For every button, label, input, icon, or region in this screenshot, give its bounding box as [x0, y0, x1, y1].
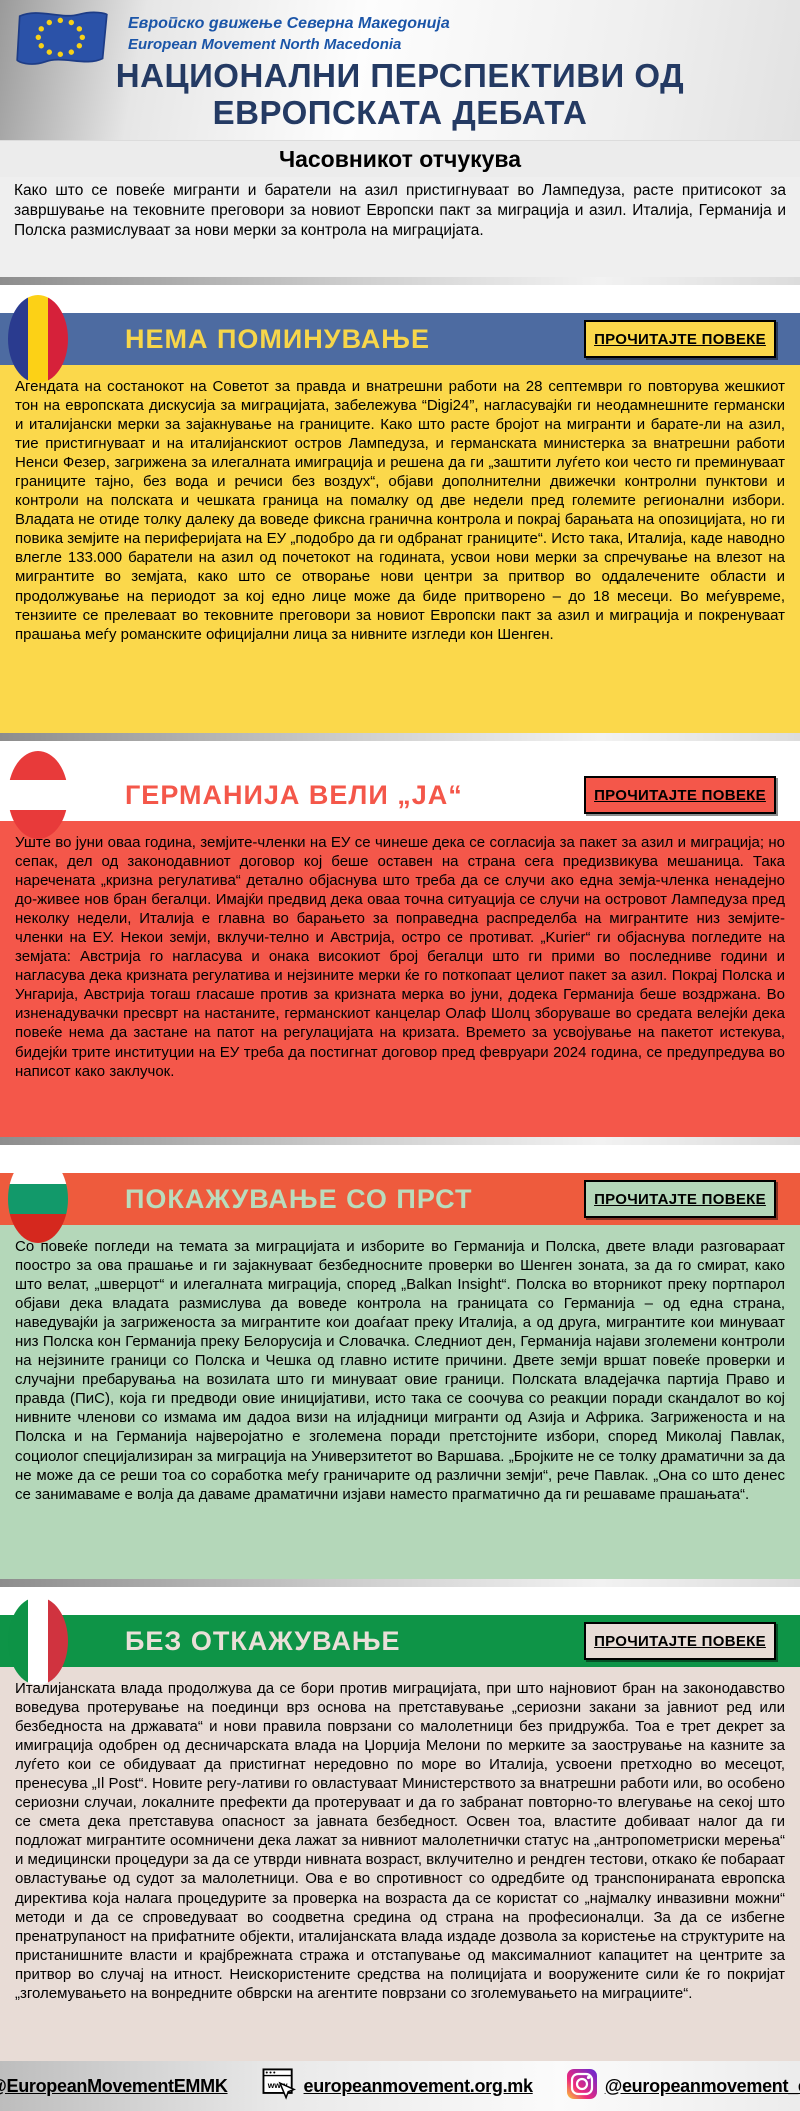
eu-flag-logo — [10, 6, 114, 77]
section-germany-says-yes: ГЕРМАНИЈА ВЕЛИ „ЈА“ ПРОЧИТАЈТЕ ПОВЕКЕ Уш… — [0, 751, 800, 1137]
section-body-text: Уште во јуни оваа година, земјите-членки… — [15, 834, 785, 1080]
website-url: europeanmovement.org.mk — [303, 2075, 533, 2096]
section-body-text: Италијанската влада продолжува да се бор… — [15, 1680, 785, 2002]
website-icon: www — [262, 2067, 296, 2105]
page-title: НАЦИОНАЛНИ ПЕРСПЕКТИВИ ОД ЕВРОПСКАТА ДЕБ… — [0, 57, 800, 132]
org-name-en: European Movement North Macedonia — [128, 35, 402, 53]
section-divider — [0, 733, 800, 741]
section-title: НЕМА ПОМИНУВАЊЕ — [125, 323, 430, 354]
header: Европско движење Северна Македонија Euro… — [0, 0, 800, 140]
page-subtitle: Часовникот отчукува — [278, 145, 522, 172]
footer: @EuropeanMovementEMMK www europeanmoveme… — [0, 2061, 800, 2111]
org-name-mk: Европско движење Северна Македонија — [128, 15, 450, 32]
section-finger-pointing-header: ПОКАЖУВАЊЕ СО ПРСТ ПРОЧИТАЈТЕ ПОВЕКЕ — [0, 1155, 800, 1243]
section-title: БЕЗ ОТКАЖУВАЊЕ — [125, 1625, 401, 1656]
section-no-giving-up: БЕЗ ОТКАЖУВАЊЕ ПРОЧИТАЈТЕ ПОВЕКЕ Италија… — [0, 1597, 800, 2061]
org-name: Европско движење Северна Македонија Euro… — [128, 14, 450, 54]
website-link[interactable]: www europeanmovement.org.mk — [262, 2067, 533, 2105]
italy-flag-icon — [8, 1597, 68, 1685]
instagram-handle: @europeanmovement_emmk — [604, 2075, 800, 2096]
section-divider — [0, 277, 800, 285]
section-body-text: Агендата на состанокот на Советот за пра… — [15, 378, 785, 643]
read-more-button[interactable]: ПРОЧИТАЈТЕ ПОВЕКЕ — [584, 1622, 776, 1660]
section-no-passing-header: НЕМА ПОМИНУВАЊЕ ПРОЧИТАЈТЕ ПОВЕКЕ — [0, 295, 800, 383]
romania-flag-icon — [8, 295, 68, 383]
subtitle-band: Часовникот отчукува — [0, 140, 800, 177]
read-more-button[interactable]: ПРОЧИТАЈТЕ ПОВЕКЕ — [584, 776, 776, 814]
austria-flag-icon — [8, 751, 68, 839]
section-divider — [0, 1579, 800, 1587]
page-title-line2: ЕВРОПСКАТА ДЕБАТА — [212, 93, 588, 131]
read-more-button[interactable]: ПРОЧИТАЈТЕ ПОВЕКЕ — [584, 320, 776, 358]
section-germany-says-yes-header: ГЕРМАНИЈА ВЕЛИ „ЈА“ ПРОЧИТАЈТЕ ПОВЕКЕ — [0, 751, 800, 839]
section-title: ПОКАЖУВАЊЕ СО ПРСТ — [125, 1183, 473, 1214]
page-title-line1: НАЦИОНАЛНИ ПЕРСПЕКТИВИ ОД — [115, 57, 685, 94]
facebook-handle: @EuropeanMovementEMMK — [0, 2075, 228, 2096]
section-finger-pointing: ПОКАЖУВАЊЕ СО ПРСТ ПРОЧИТАЈТЕ ПОВЕКЕ Со … — [0, 1155, 800, 1579]
read-more-button[interactable]: ПРОЧИТАЈТЕ ПОВЕКЕ — [584, 1180, 776, 1218]
intro-band: Како што се повеќе мигранти и баратели н… — [0, 177, 800, 277]
section-body-text: Со повеќе погледи на темата за миграција… — [15, 1238, 785, 1503]
instagram-link[interactable]: @europeanmovement_emmk — [566, 2068, 800, 2104]
section-divider — [0, 1137, 800, 1145]
section-no-giving-up-header: БЕЗ ОТКАЖУВАЊЕ ПРОЧИТАЈТЕ ПОВЕКЕ — [0, 1597, 800, 1685]
section-no-passing: НЕМА ПОМИНУВАЊЕ ПРОЧИТАЈТЕ ПОВЕКЕ Агенда… — [0, 295, 800, 733]
section-title: ГЕРМАНИЈА ВЕЛИ „ЈА“ — [125, 779, 463, 810]
instagram-icon — [566, 2068, 597, 2104]
bulgaria-flag-icon — [8, 1155, 68, 1243]
facebook-link[interactable]: @EuropeanMovementEMMK — [0, 2069, 228, 2104]
intro-paragraph: Како што се повеќе мигранти и баратели н… — [14, 182, 786, 239]
